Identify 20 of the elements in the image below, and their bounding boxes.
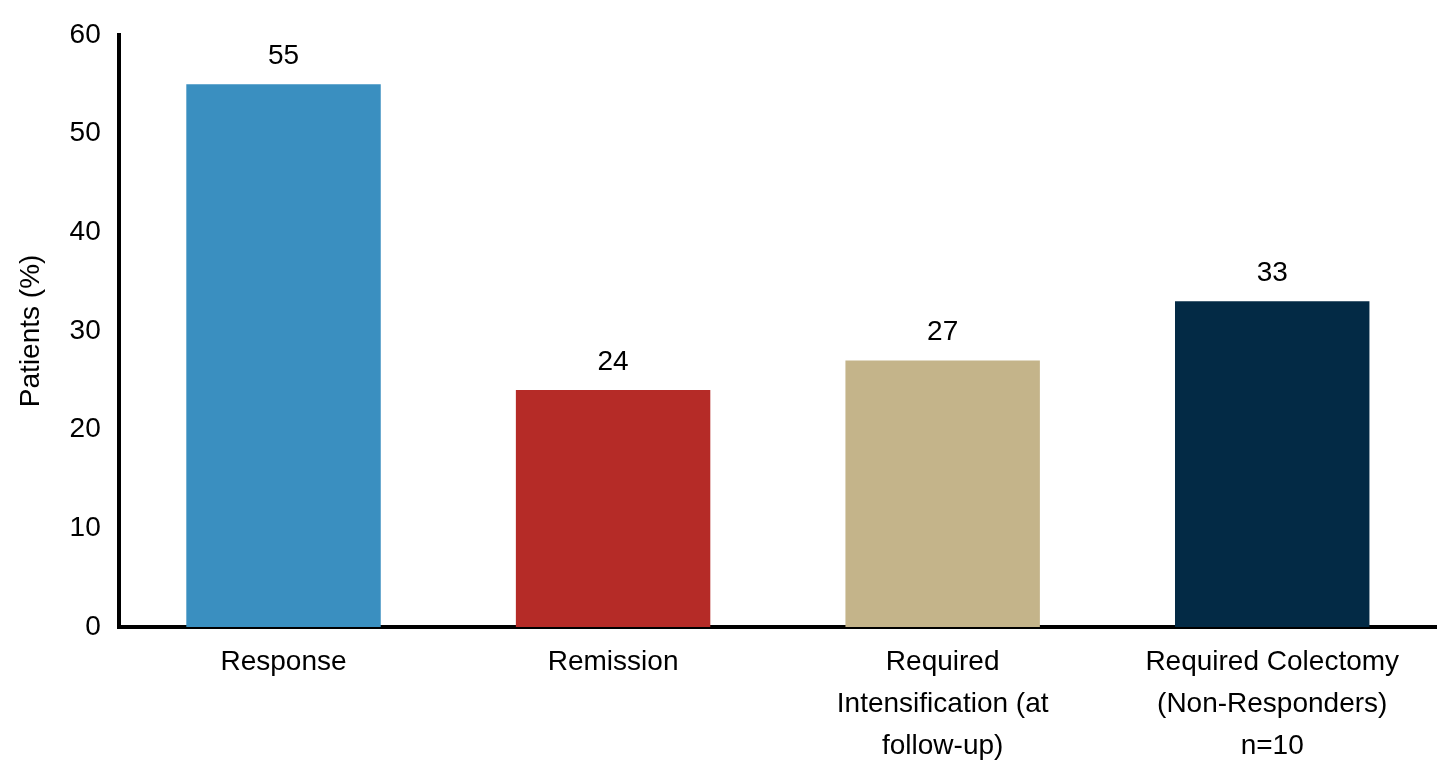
y-tick-label: 30 [69,313,101,345]
y-tick-label: 60 [69,17,101,49]
x-tick-label: Required Intensification (at follow-up) [836,644,1049,760]
y-tick-label: 20 [69,412,101,444]
bar [186,84,381,627]
y-tick-label: 40 [69,214,101,246]
y-tick-label: 10 [69,511,101,543]
x-tick-label: Required Colectomy (Non-Responders) n=10 [1145,644,1400,760]
bar [845,360,1040,627]
bar [515,390,711,627]
x-tick-label: Remission [547,644,679,676]
y-tick-label: 0 [85,609,101,641]
data-label: 24 [597,344,629,376]
data-label: 55 [267,38,300,70]
data-label: 33 [1256,256,1288,288]
data-label: 27 [927,315,959,347]
bar [1175,301,1370,627]
x-tick-label: Response [220,644,347,676]
y-axis-title: Patients (%) [13,254,45,408]
y-tick-label: 50 [69,116,101,148]
